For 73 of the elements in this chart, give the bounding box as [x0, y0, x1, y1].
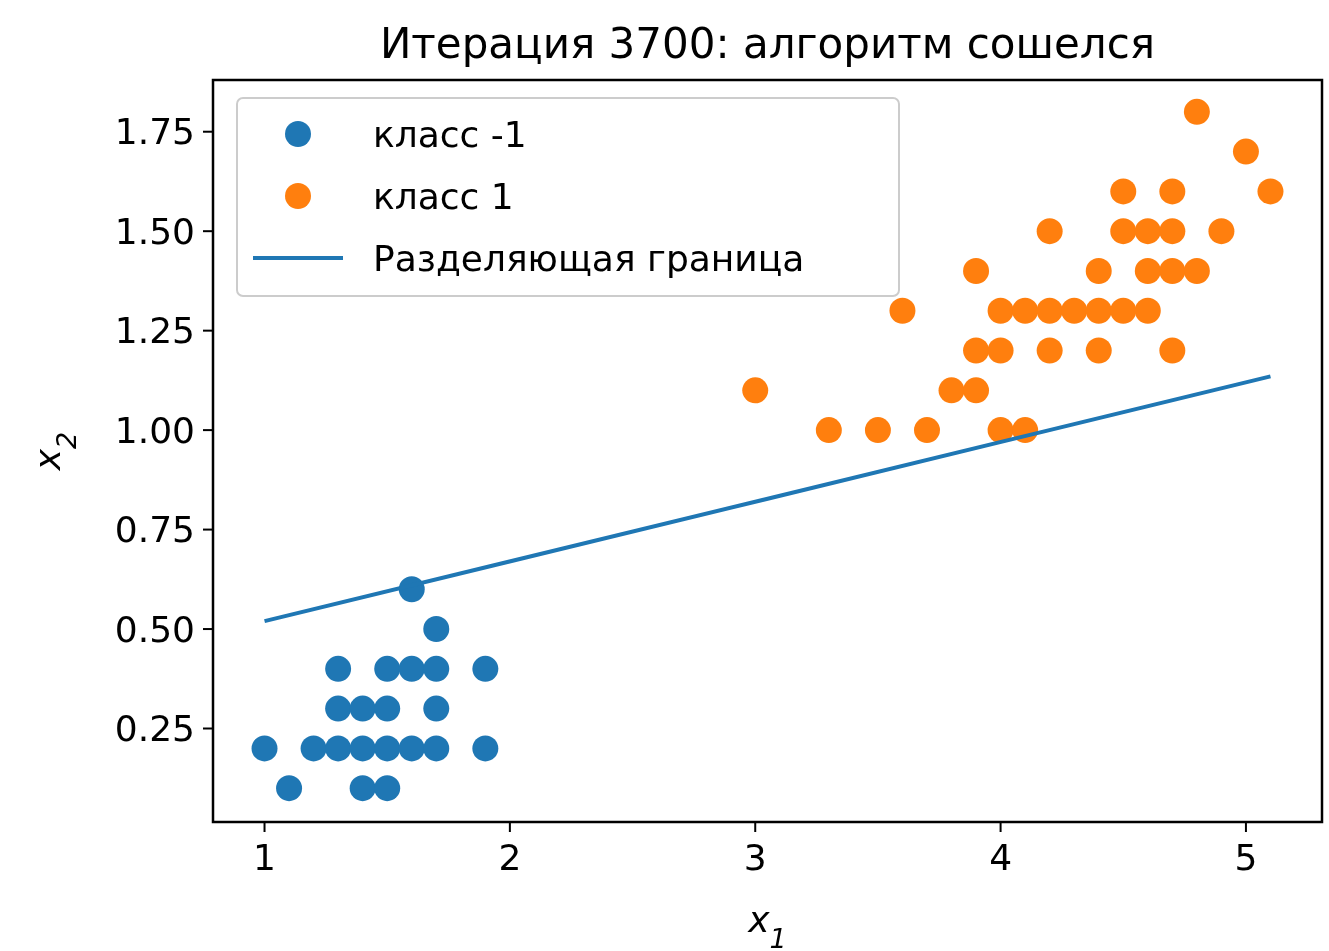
y-tick-label: 0.50: [114, 608, 195, 650]
point: [987, 337, 1014, 364]
point: [251, 735, 278, 762]
point: [889, 297, 916, 324]
point: [913, 417, 940, 444]
point: [1159, 258, 1186, 284]
point: [987, 297, 1014, 324]
point: [423, 695, 450, 722]
chart-title: Итерация 3700: алгоритм сошелся: [379, 19, 1156, 68]
point: [1110, 178, 1137, 205]
point: [963, 337, 990, 364]
point: [423, 655, 450, 682]
point: [1012, 297, 1039, 324]
point: [325, 735, 352, 762]
y-tick-label: 1.25: [114, 310, 195, 352]
point: [1183, 98, 1210, 125]
point: [1036, 218, 1063, 245]
point: [815, 417, 842, 444]
point: [1183, 258, 1210, 284]
point: [349, 775, 376, 802]
point: [1110, 218, 1137, 245]
point: [1134, 218, 1161, 245]
point: [1061, 297, 1088, 324]
x-tick-label: 1: [253, 837, 276, 878]
legend-label: Разделяющая граница: [373, 237, 805, 279]
point: [1036, 337, 1063, 364]
point: [1208, 218, 1235, 245]
point: [1085, 337, 1112, 364]
point: [1159, 218, 1186, 245]
point: [325, 655, 352, 682]
y-tick-label: 0.75: [114, 509, 195, 551]
point: [349, 735, 376, 762]
y-tick-label: 1.00: [114, 409, 195, 451]
point: [423, 616, 450, 642]
point: [963, 258, 990, 284]
point: [1134, 258, 1161, 284]
point: [1085, 258, 1112, 284]
point: [1257, 178, 1284, 205]
point: [1159, 178, 1186, 205]
point: [1134, 297, 1161, 324]
point: [398, 655, 425, 682]
y-tick-label: 1.75: [114, 111, 195, 153]
legend-label: класс -1: [373, 113, 527, 155]
point: [374, 775, 401, 802]
x-axis-title: x$_{1}$: [747, 899, 787, 951]
point: [987, 417, 1014, 444]
x-tick-label: 5: [1234, 837, 1258, 878]
point: [1036, 297, 1063, 324]
point: [349, 695, 376, 722]
point: [276, 775, 303, 802]
x-tick-label: 4: [989, 837, 1013, 878]
point: [938, 377, 965, 404]
y-tick-label: 1.50: [114, 210, 195, 252]
x-tick-label: 3: [743, 837, 767, 878]
point: [325, 695, 352, 722]
point: [1085, 297, 1112, 324]
y-tick-label: 0.25: [114, 708, 195, 750]
point: [1232, 138, 1259, 165]
point: [864, 417, 891, 444]
point: [1159, 337, 1186, 364]
x-tick-label: 2: [498, 837, 522, 878]
point: [472, 655, 499, 682]
point: [374, 655, 401, 682]
point: [300, 735, 327, 762]
point: [742, 377, 769, 404]
point: [472, 735, 499, 762]
point: [963, 377, 990, 404]
point: [374, 735, 401, 762]
point: [398, 735, 425, 762]
point: [374, 695, 401, 722]
legend-label: класс 1: [373, 175, 514, 217]
point: [423, 735, 450, 762]
point: [1110, 297, 1137, 324]
